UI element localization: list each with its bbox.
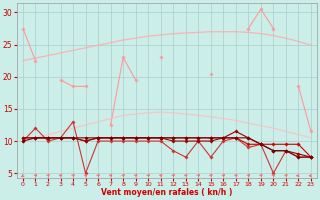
X-axis label: Vent moyen/en rafales ( kn/h ): Vent moyen/en rafales ( kn/h ) — [101, 188, 233, 197]
